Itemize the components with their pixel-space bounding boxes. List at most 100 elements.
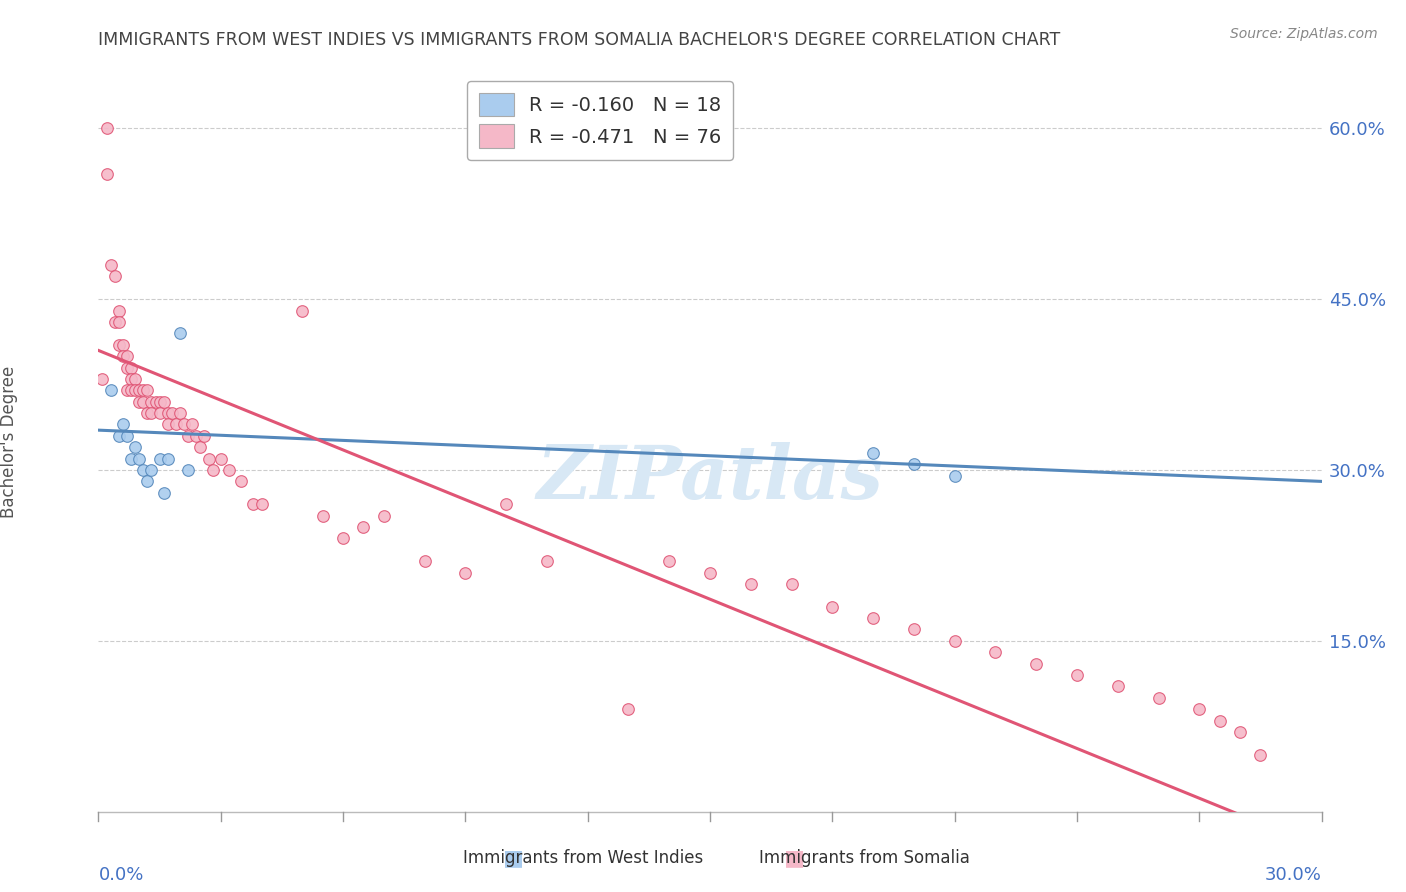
Point [209,451,232,466]
Point [128,394,150,409]
Point [352,520,374,534]
Text: Immigrants from Somalia: Immigrants from Somalia [759,849,970,867]
Point [141,406,163,420]
Point [201,463,224,477]
Point [132,384,155,398]
Point [120,451,142,466]
Point [862,446,884,460]
Point [128,384,150,398]
Text: ZIPatlas: ZIPatlas [537,442,883,515]
Point [120,360,142,375]
Point [104,269,127,284]
Point [373,508,395,523]
Legend: R = -0.160   N = 18, R = -0.471   N = 76: R = -0.160 N = 18, R = -0.471 N = 76 [467,81,733,160]
Point [152,394,174,409]
Point [1025,657,1047,671]
Point [91,372,114,386]
Point [1066,668,1088,682]
Point [152,485,174,500]
Point [862,611,884,625]
Point [332,532,354,546]
Point [454,566,477,580]
Point [136,384,159,398]
Point [821,599,844,614]
Point [169,406,191,420]
Point [173,417,195,432]
Point [658,554,681,568]
Point [617,702,640,716]
Point [984,645,1007,659]
Text: Source: ZipAtlas.com: Source: ZipAtlas.com [1230,27,1378,41]
Point [242,497,264,511]
Point [108,429,131,443]
Point [132,463,155,477]
Point [177,429,200,443]
Point [188,440,212,454]
Point [108,337,131,351]
Point [111,349,134,363]
Text: IMMIGRANTS FROM WEST INDIES VS IMMIGRANTS FROM SOMALIA BACHELOR'S DEGREE CORRELA: IMMIGRANTS FROM WEST INDIES VS IMMIGRANT… [98,31,1060,49]
Point [124,384,146,398]
Point [160,406,183,420]
Text: 0.0%: 0.0% [98,866,143,884]
Point [111,337,134,351]
Point [156,406,179,420]
Point [115,384,138,398]
Point [193,429,215,443]
Point [136,406,159,420]
Point [124,440,146,454]
Point [136,475,159,489]
Point [780,577,803,591]
Point [231,475,253,489]
Point [1229,725,1251,739]
Point [903,623,925,637]
Point [186,429,208,443]
Text: 30.0%: 30.0% [1265,866,1322,884]
Point [495,497,517,511]
Point [413,554,436,568]
Point [181,417,204,432]
Point [100,258,122,272]
Point [132,394,155,409]
Point [291,303,314,318]
Point [104,315,127,329]
Text: Bachelor's Degree: Bachelor's Degree [0,366,18,517]
Point [1147,690,1170,705]
Point [1188,702,1211,716]
Point [197,451,219,466]
Point [943,468,966,483]
Point [156,451,179,466]
Point [96,121,118,136]
Point [100,384,122,398]
Point [903,458,925,472]
Point [108,303,131,318]
Point [156,417,179,432]
Point [120,372,142,386]
Point [943,633,966,648]
Point [141,394,163,409]
Point [124,372,146,386]
Point [108,315,131,329]
Point [115,349,138,363]
Point [536,554,558,568]
Point [145,394,167,409]
Point [1249,747,1271,762]
Point [1107,680,1129,694]
Text: ■: ■ [785,848,804,868]
Point [165,417,187,432]
Point [115,360,138,375]
Point [115,429,138,443]
Point [120,384,142,398]
Point [177,463,200,477]
Point [699,566,721,580]
Text: ■: ■ [503,848,523,868]
Point [169,326,191,341]
Point [149,406,172,420]
Point [218,463,240,477]
Point [1209,714,1232,728]
Point [96,167,118,181]
Point [128,451,150,466]
Point [149,394,172,409]
Point [111,417,134,432]
Point [250,497,273,511]
